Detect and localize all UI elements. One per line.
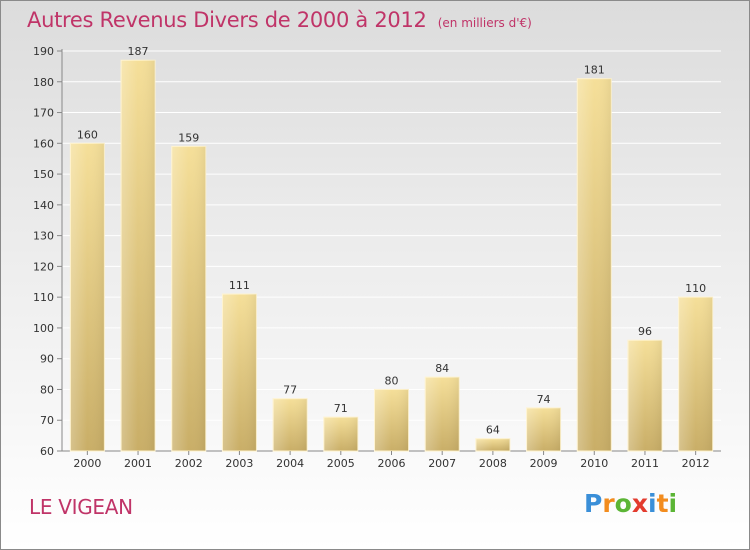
x-tick-label: 2004 [276, 457, 304, 470]
data-label: 64 [486, 424, 500, 437]
bar-shine [222, 294, 257, 451]
chart-title: Autres Revenus Divers de 2000 à 2012 [27, 8, 427, 32]
x-tick-label: 2010 [580, 457, 608, 470]
bar-shine [374, 389, 409, 451]
bar-shine [526, 407, 561, 451]
data-label: 84 [435, 362, 449, 375]
x-tick-label: 2000 [73, 457, 101, 470]
y-tick-label: 180 [33, 76, 54, 89]
x-tick-label: 2005 [327, 457, 355, 470]
y-tick-label: 80 [40, 383, 54, 396]
y-tick-label: 70 [40, 414, 54, 427]
data-label: 74 [537, 393, 551, 406]
data-label: 159 [178, 131, 199, 144]
x-tick-label: 2007 [428, 457, 456, 470]
chart-subtitle: (en milliers d'€) [437, 16, 532, 30]
data-label: 110 [685, 282, 706, 295]
chart-title-block: Autres Revenus Divers de 2000 à 2012 (en… [27, 8, 532, 32]
y-tick-label: 160 [33, 137, 54, 150]
x-tick-label: 2006 [378, 457, 406, 470]
bar-shine [627, 340, 662, 451]
bar-shine [678, 297, 713, 451]
data-label: 111 [229, 279, 250, 292]
bar-shine [577, 78, 612, 451]
data-label: 71 [334, 402, 348, 415]
logo-letter: P [584, 489, 603, 518]
x-tick-label: 2001 [124, 457, 152, 470]
bar-shine [323, 417, 358, 451]
y-tick-label: 130 [33, 230, 54, 243]
y-tick-label: 110 [33, 291, 54, 304]
logo-letter: o [614, 489, 632, 518]
logo-letter: r [602, 489, 615, 518]
y-tick-label: 120 [33, 260, 54, 273]
y-tick-label: 90 [40, 353, 54, 366]
proxiti-logo: Proxiti [584, 489, 677, 518]
bar-shine [425, 377, 460, 451]
bar-shine [121, 60, 156, 451]
x-tick-label: 2011 [631, 457, 659, 470]
data-label: 187 [128, 45, 149, 58]
y-tick-label: 150 [33, 168, 54, 181]
y-tick-label: 100 [33, 322, 54, 335]
data-label: 160 [77, 128, 98, 141]
x-tick-label: 2002 [175, 457, 203, 470]
bar-shine [273, 398, 308, 451]
x-tick-label: 2012 [682, 457, 710, 470]
logo-letter: t [656, 489, 669, 518]
y-tick-label: 190 [33, 45, 54, 58]
data-label: 77 [283, 384, 297, 397]
data-label: 181 [584, 64, 605, 77]
commune-name: LE VIGEAN [29, 495, 133, 519]
data-label: 80 [385, 374, 399, 387]
y-tick-label: 170 [33, 107, 54, 120]
logo-letter: i [648, 489, 657, 518]
data-label: 96 [638, 325, 652, 338]
logo-letter: x [631, 489, 648, 518]
x-tick-label: 2008 [479, 457, 507, 470]
x-tick-label: 2003 [225, 457, 253, 470]
bar-shine [171, 146, 206, 451]
x-tick-label: 2009 [530, 457, 558, 470]
bar-shine [475, 438, 510, 451]
logo-letter: i [668, 489, 678, 518]
bar-shine [70, 143, 105, 452]
y-tick-label: 60 [40, 445, 54, 458]
y-tick-label: 140 [33, 199, 54, 212]
